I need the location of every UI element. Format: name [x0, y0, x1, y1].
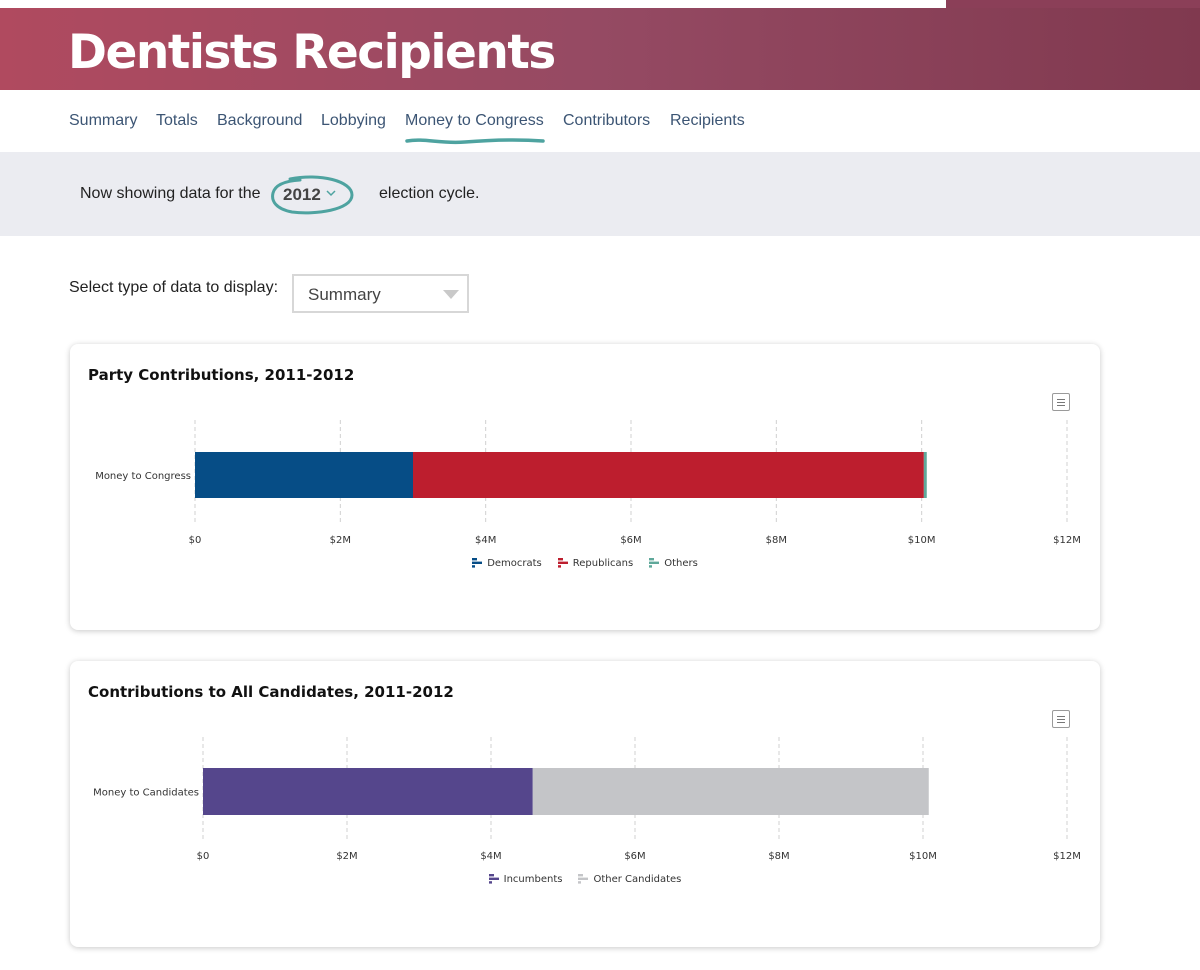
- chart-legend: Democrats Republicans Others: [70, 558, 1100, 569]
- page-banner: Dentists Recipients: [0, 8, 1200, 90]
- legend-label: Incumbents: [503, 874, 563, 885]
- chart-legend: Incumbents Other Candidates: [70, 874, 1100, 885]
- candidate-contributions-card: Contributions to All Candidates, 2011-20…: [70, 661, 1100, 947]
- tick-label: $12M: [1053, 851, 1081, 862]
- candidate-contributions-chart: $0 $2M $4M $6M $8M $10M $12M Money to Candidate…: [93, 737, 1081, 862]
- tab-summary[interactable]: Summary: [69, 112, 138, 129]
- bar-others: [923, 452, 927, 498]
- dropdown-arrow-icon: [443, 290, 459, 299]
- top-strip: [0, 0, 1200, 8]
- cycle-year-select[interactable]: 2012: [270, 175, 354, 215]
- legend-item-democrats[interactable]: Democrats: [472, 558, 542, 569]
- tab-recipients[interactable]: Recipients: [670, 112, 745, 129]
- party-contributions-chart: $0 $2M $4M $6M $8M $10M $12M Money to Congress: [95, 420, 1081, 546]
- tick-label: $6M: [620, 535, 641, 546]
- legend-item-incumbents[interactable]: Incumbents: [488, 874, 563, 885]
- tick-label: $2M: [330, 535, 351, 546]
- active-tab-underline: [405, 138, 545, 145]
- cycle-prefix: Now showing data for the: [80, 185, 261, 202]
- tick-label: $4M: [480, 851, 501, 862]
- bar-incumbents: [203, 768, 533, 815]
- tick-label: $10M: [908, 535, 936, 546]
- tick-label: $0: [197, 851, 210, 862]
- chart-menu-icon[interactable]: [1052, 710, 1070, 728]
- legend-item-other-candidates[interactable]: Other Candidates: [578, 874, 681, 885]
- chart-title: Contributions to All Candidates, 2011-20…: [88, 683, 454, 701]
- legend-item-others[interactable]: Others: [649, 558, 698, 569]
- tick-label: $8M: [766, 535, 787, 546]
- chevron-down-icon: [326, 190, 336, 197]
- chart-menu-icon[interactable]: [1052, 393, 1070, 411]
- legend-label: Others: [664, 558, 698, 569]
- party-contributions-card: Party Contributions, 2011-2012 $0 $2M $4M $…: [70, 344, 1100, 630]
- tab-background[interactable]: Background: [217, 112, 303, 129]
- tick-label: $8M: [768, 851, 789, 862]
- section-tabs: Summary Totals Background Lobbying Money…: [0, 90, 1200, 152]
- legend-label: Other Candidates: [593, 874, 682, 885]
- hand-drawn-circle: [271, 175, 354, 215]
- legend-swatch-icon: [472, 558, 483, 568]
- page-title: Dentists Recipients: [68, 25, 556, 80]
- data-type-select[interactable]: Summary: [292, 274, 469, 313]
- tick-label: $2M: [336, 851, 357, 862]
- tab-lobbying[interactable]: Lobbying: [321, 112, 386, 129]
- tick-label: $0: [189, 535, 202, 546]
- tick-label: $10M: [909, 851, 937, 862]
- data-type-label: Select type of data to display:: [69, 279, 279, 296]
- cycle-suffix: election cycle.: [379, 185, 480, 202]
- bar-democrats: [195, 452, 413, 498]
- cycle-year: 2012: [283, 185, 321, 204]
- legend-swatch-icon: [557, 558, 568, 568]
- tab-totals[interactable]: Totals: [156, 112, 198, 129]
- tick-label: $12M: [1053, 535, 1081, 546]
- chart-title: Party Contributions, 2011-2012: [88, 366, 355, 384]
- bar-other-candidates: [532, 768, 929, 815]
- legend-label: Republicans: [572, 558, 634, 569]
- cycle-bar: Now showing data for the 2012 election c…: [0, 152, 1200, 236]
- data-type-value: Summary: [308, 285, 381, 304]
- category-label: Money to Congress: [95, 471, 191, 482]
- legend-swatch-icon: [649, 558, 660, 568]
- tab-contributors[interactable]: Contributors: [563, 112, 651, 129]
- top-strip-accent: [946, 0, 1200, 8]
- tab-money-to-congress[interactable]: Money to Congress: [405, 112, 544, 129]
- legend-swatch-icon: [488, 874, 499, 884]
- tick-label: $4M: [475, 535, 496, 546]
- legend-item-republicans[interactable]: Republicans: [557, 558, 634, 569]
- category-label: Money to Candidates: [93, 788, 199, 799]
- legend-swatch-icon: [578, 874, 589, 884]
- bar-republicans: [413, 452, 924, 498]
- legend-label: Democrats: [487, 558, 542, 569]
- tick-label: $6M: [624, 851, 645, 862]
